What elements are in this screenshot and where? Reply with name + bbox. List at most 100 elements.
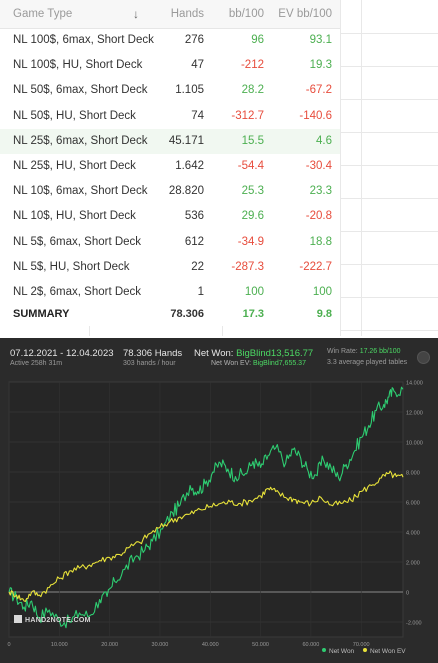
grid-line <box>361 0 362 336</box>
x-tick-label: 10.000 <box>51 642 68 648</box>
game-type-cell: NL 50$, HU, Short Deck <box>13 109 136 122</box>
table-row[interactable]: NL 25$, 6max, Short Deck 45.171 15.5 4.6 <box>0 128 340 154</box>
logo-mark-icon <box>14 615 22 623</box>
logo-text: HAND2NOTE.COM <box>25 617 91 624</box>
y-tick-label: 8.000 <box>406 471 420 477</box>
grid-line <box>340 66 438 67</box>
bb100-cell: 29.6 <box>241 210 264 223</box>
ev-bb100-cell: 23.3 <box>309 185 332 198</box>
game-type-cell: NL 10$, 6max, Short Deck <box>13 185 148 198</box>
grid-line <box>340 330 438 331</box>
grid-line <box>340 231 438 232</box>
win-rate-value: 17.26 bb/100 <box>359 348 401 355</box>
bb100-cell: -312.7 <box>231 109 264 122</box>
net-won-ev: Net Won EV: BigBlind7,655.37 <box>211 360 306 367</box>
table-row[interactable]: NL 10$, HU, Short Deck 536 29.6 -20.8 <box>0 204 340 229</box>
average-tables: 3.3 average played tables <box>327 359 408 366</box>
y-tick-label: 0 <box>406 591 409 597</box>
summary-ev-bb100: 9.8 <box>316 308 332 321</box>
net-won-label: Net Won: <box>194 348 234 359</box>
results-graph: 07.12.2021 - 12.04.2023 Active 258h 31m … <box>0 338 438 663</box>
y-tick-label: 4.000 <box>406 531 420 537</box>
hand2note-logo: HAND2NOTE.COM <box>14 615 91 624</box>
x-tick-label: 20.000 <box>101 642 118 648</box>
grid-line <box>340 0 341 336</box>
ev-bb100-cell: 100 <box>312 286 332 298</box>
ev-bb100-cell: -67.2 <box>305 84 332 97</box>
game-type-cell: NL 100$, 6max, Short Deck <box>13 34 154 46</box>
game-type-cell: NL 50$, 6max, Short Deck <box>13 84 148 97</box>
table-row[interactable]: NL 50$, 6max, Short Deck 1.105 28.2 -67.2 <box>0 78 340 103</box>
legend-dot-icon <box>322 648 326 652</box>
arrow-down-icon[interactable]: ↓ <box>133 7 139 21</box>
bb100-cell: 28.2 <box>241 84 264 97</box>
table-row[interactable]: NL 5$, HU, Short Deck 22 -287.3 -222.7 <box>0 255 340 280</box>
grid-line <box>340 132 438 133</box>
stats-table: Game Type ↓ Hands bb/100 EV bb/100 NL 10… <box>0 0 438 336</box>
table-header <box>0 0 340 29</box>
x-tick-label: 0 <box>7 642 10 648</box>
table-row[interactable]: NL 10$, 6max, Short Deck 28.820 25.3 23.3 <box>0 179 340 204</box>
hands-cell: 22 <box>191 260 204 273</box>
grid-line <box>340 297 438 298</box>
legend-net-won-label: Net Won <box>329 648 355 655</box>
y-tick-label: 2.000 <box>406 561 420 567</box>
legend-net-won-ev[interactable]: Net Won EV <box>363 648 406 655</box>
bb100-cell: -287.3 <box>231 260 264 273</box>
date-range: 07.12.2021 - 12.04.2023 <box>10 348 114 359</box>
graph-options-icon[interactable] <box>417 351 430 364</box>
column-header-bb100[interactable]: bb/100 <box>228 8 264 20</box>
table-row[interactable]: NL 2$, 6max, Short Deck 1 100 100 <box>0 280 340 305</box>
column-header-hands[interactable]: Hands <box>170 8 204 20</box>
win-rate-label: Win Rate: <box>327 348 358 355</box>
x-tick-label: 60.000 <box>302 642 319 648</box>
table-row[interactable]: NL 100$, 6max, Short Deck 276 96 93.1 <box>0 28 340 53</box>
grid-line <box>89 326 90 336</box>
grid-line <box>222 326 223 336</box>
x-tick-label: 70.000 <box>353 642 370 648</box>
bb100-cell: 25.3 <box>241 185 264 198</box>
bb100-cell: 15.5 <box>241 134 264 147</box>
legend-net-won[interactable]: Net Won <box>322 648 354 655</box>
game-type-cell: NL 100$, HU, Short Deck <box>13 59 143 72</box>
game-type-cell: NL 5$, HU, Short Deck <box>13 260 130 273</box>
legend-net-won-ev-label: Net Won EV <box>370 648 406 655</box>
summary-row: SUMMARY 78.306 17.3 9.8 <box>0 302 340 327</box>
series-line-net-won <box>8 386 404 629</box>
net-won-ev-value: BigBlind7,655.37 <box>253 360 306 367</box>
table-row[interactable]: NL 50$, HU, Short Deck 74 -312.7 -140.6 <box>0 104 340 129</box>
hands-cell: 1 <box>197 286 204 298</box>
y-tick-label: 6.000 <box>406 501 420 507</box>
summary-bb100: 17.3 <box>242 308 264 321</box>
win-rate: Win Rate: 17.26 bb/100 <box>327 348 401 355</box>
bb100-cell: -54.4 <box>237 160 264 172</box>
game-type-cell: NL 25$, 6max, Short Deck <box>13 134 148 147</box>
column-header-ev-bb100[interactable]: EV bb/100 <box>278 8 332 20</box>
game-type-cell: NL 5$, 6max, Short Deck <box>13 235 142 248</box>
hands-cell: 612 <box>184 235 204 248</box>
table-row[interactable]: NL 5$, 6max, Short Deck 612 -34.9 18.8 <box>0 230 340 255</box>
table-row[interactable]: NL 25$, HU, Short Deck 1.642 -54.4 -30.4 <box>0 154 340 179</box>
column-header-game-type[interactable]: Game Type <box>13 8 73 20</box>
hands-cell: 536 <box>184 210 204 223</box>
bb100-cell: 96 <box>251 34 264 46</box>
y-tick-label: 12.000 <box>406 411 423 417</box>
hands-cell: 28.820 <box>168 185 204 198</box>
x-tick-label: 50.000 <box>252 642 269 648</box>
hands-cell: 47 <box>191 59 204 72</box>
grid-line <box>340 33 438 34</box>
ev-bb100-cell: -30.4 <box>305 160 332 172</box>
grid-line <box>340 99 438 100</box>
ev-bb100-cell: 19.3 <box>309 59 332 72</box>
ev-bb100-cell: 18.8 <box>309 235 332 248</box>
legend-dot-icon <box>363 648 367 652</box>
ev-bb100-cell: 93.1 <box>309 34 332 46</box>
hands-cell: 1.642 <box>175 160 204 172</box>
bb100-cell: -34.9 <box>237 235 264 248</box>
table-row[interactable]: NL 100$, HU, Short Deck 47 -212 19.3 <box>0 53 340 78</box>
grid-line <box>340 198 438 199</box>
hands-cell: 74 <box>191 109 204 122</box>
hands-count: 78.306 Hands <box>123 348 183 359</box>
x-tick-label: 30.000 <box>152 642 169 648</box>
hands-cell: 45.171 <box>168 134 204 147</box>
